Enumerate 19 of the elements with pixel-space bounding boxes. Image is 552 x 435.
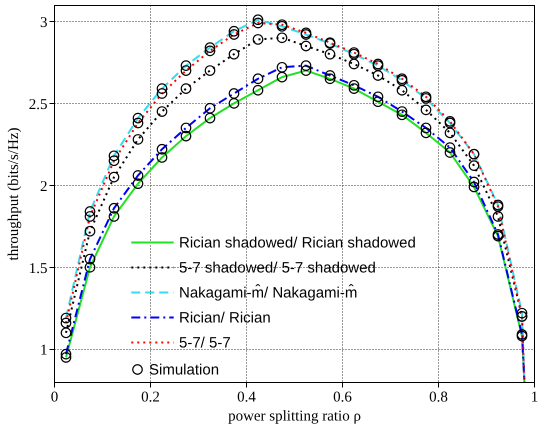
x-tick-label: 0.2 xyxy=(141,390,160,406)
x-axis-title: power splitting ratio ρ xyxy=(228,408,361,424)
y-tick-label: 2 xyxy=(40,178,48,195)
y-tick-label: 3 xyxy=(40,14,48,31)
legend-label: Nakagami-m̂/ Nakagami-m̂ xyxy=(179,284,358,302)
x-tick-label: 0.8 xyxy=(429,390,448,406)
legend-label: Rician shadowed/ Rician shadowed xyxy=(179,234,416,252)
y-tick-label: 1 xyxy=(40,342,48,359)
legend-label: 5-7/ 5-7 xyxy=(179,334,231,352)
y-tick-label: 2.5 xyxy=(28,96,48,113)
legend-label: 5-7 shadowed/ 5-7 shadowed xyxy=(179,260,376,276)
legend-label: Rician/ Rician xyxy=(179,310,271,326)
x-tick-label: 0.6 xyxy=(333,390,352,406)
x-tick-label: 1 xyxy=(530,390,538,406)
y-axis-title: throughput (bits/s/Hz) xyxy=(6,128,22,260)
legend-label: Simulation xyxy=(149,362,220,378)
x-tick-label: 0.4 xyxy=(237,390,256,406)
y-tick-label: 1.5 xyxy=(28,260,48,277)
x-tick-label: 0 xyxy=(50,390,58,406)
